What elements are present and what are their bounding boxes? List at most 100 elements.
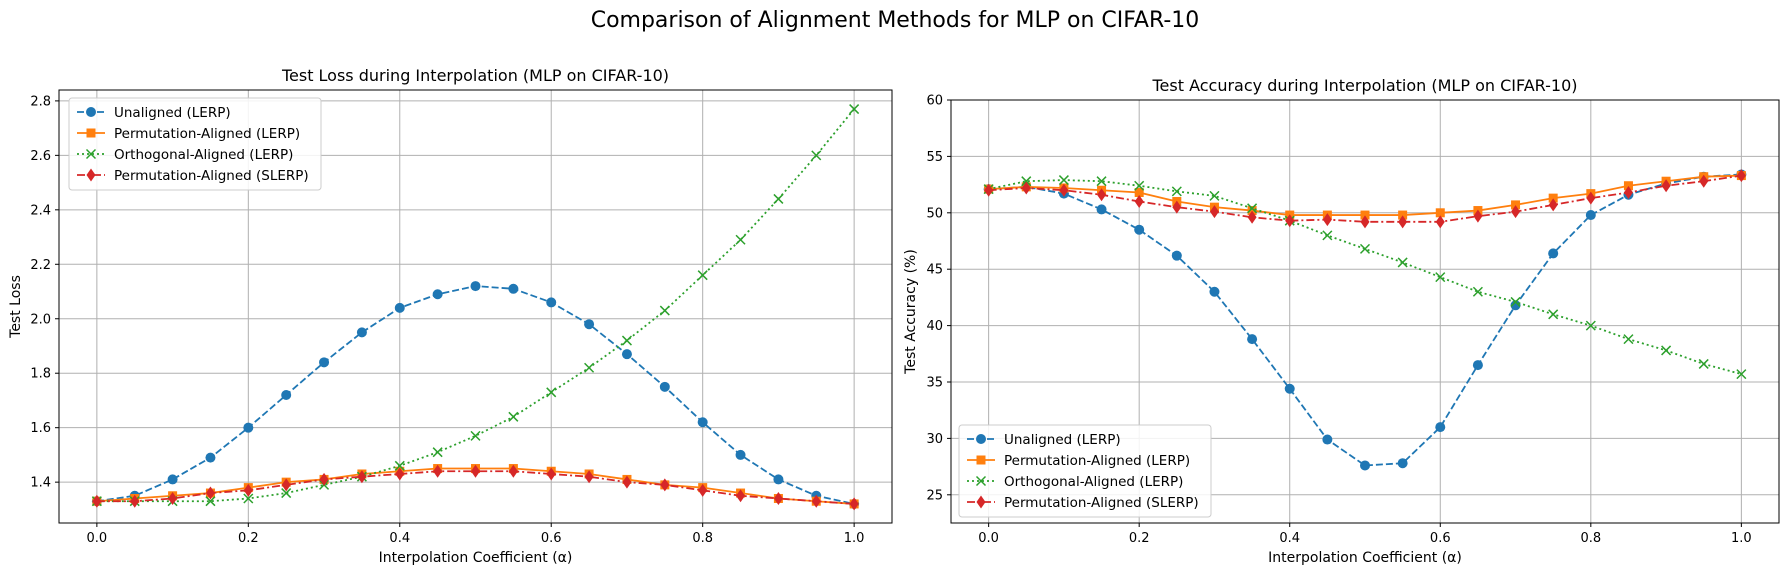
accuracy-data-point	[1097, 188, 1107, 202]
loss-x-tick-label: 0.0	[87, 531, 108, 546]
accuracy-data-point	[1209, 190, 1220, 201]
accuracy-x-tick-label: 0.6	[1430, 531, 1451, 546]
legend-item: Permutation-Aligned (SLERP)	[77, 168, 309, 184]
loss-data-point	[167, 474, 178, 485]
loss-data-point	[659, 381, 670, 392]
accuracy-data-point	[1699, 174, 1709, 188]
accuracy-data-point	[1510, 300, 1521, 311]
accuracy-data-point	[1209, 205, 1219, 219]
accuracy-data-point	[1548, 193, 1558, 203]
accuracy-data-point	[1021, 176, 1032, 187]
accuracy-data-point	[1171, 250, 1182, 261]
accuracy-data-point	[1511, 205, 1521, 219]
accuracy-data-point	[1472, 360, 1483, 371]
loss-data-point	[736, 489, 746, 503]
loss-data-point	[849, 104, 860, 115]
loss-data-point	[130, 494, 140, 508]
loss-data-point	[773, 193, 784, 204]
legend-label: Orthogonal-Aligned (LERP)	[1004, 474, 1183, 490]
loss-data-point	[546, 387, 557, 398]
loss-data-point	[470, 430, 481, 441]
accuracy-data-point	[1435, 422, 1446, 433]
loss-data-point	[697, 270, 708, 281]
loss-data-point	[281, 478, 291, 492]
loss-data-point	[811, 150, 822, 161]
accuracy-legend: Unaligned (LERP) Permutation-Aligned (LER…	[958, 424, 1212, 518]
accuracy-data-point	[1435, 215, 1445, 229]
accuracy-data-point	[1021, 181, 1031, 195]
loss-y-tick-label: 2.8	[30, 94, 51, 109]
loss-data-point	[508, 283, 519, 294]
legend-marker	[86, 168, 96, 182]
accuracy-data-point	[1247, 203, 1258, 214]
loss-data-point	[92, 494, 102, 508]
loss-series-3	[92, 464, 859, 511]
legend-label: Permutation-Aligned (SLERP)	[114, 168, 309, 184]
accuracy-y-tick-label: 40	[926, 319, 943, 334]
accuracy-data-point	[1247, 206, 1257, 216]
loss-data-point	[433, 464, 443, 478]
loss-legend: Unaligned (LERP) Permutation-Aligned (LER…	[68, 97, 322, 191]
loss-data-point	[735, 234, 746, 245]
accuracy-data-point	[1359, 243, 1371, 254]
loss-data-point	[584, 470, 594, 484]
loss-y-tick-label: 2.6	[30, 149, 51, 164]
legend-label: Permutation-Aligned (LERP)	[1004, 453, 1190, 469]
accuracy-data-point	[1736, 169, 1746, 183]
loss-y-axis-label: Test Loss	[8, 275, 24, 339]
accuracy-data-point	[1510, 296, 1521, 307]
accuracy-x-tick-label: 0.4	[1279, 531, 1300, 546]
accuracy-data-point	[1360, 460, 1370, 471]
loss-data-point	[621, 349, 632, 360]
accuracy-chart-panel: 0.0 0.2 0.4 0.6 0.8 1.0 25 30 35 40 45 50 55 60 Test A…	[903, 76, 1780, 566]
loss-data-point	[546, 297, 557, 308]
accuracy-data-point	[1284, 383, 1295, 394]
accuracy-x-axis-label: Interpolation Coefficient (α)	[1268, 550, 1462, 566]
accuracy-data-point	[1548, 309, 1559, 320]
accuracy-series-2	[983, 175, 1747, 380]
accuracy-y-tick-label: 30	[926, 432, 943, 447]
accuracy-data-point	[1585, 210, 1596, 221]
accuracy-data-point	[1397, 257, 1408, 268]
accuracy-data-point	[1171, 186, 1182, 197]
loss-data-point	[697, 417, 708, 428]
loss-y-tick-label: 2.2	[30, 258, 51, 273]
accuracy-x-tick-label: 0.0	[978, 531, 999, 546]
accuracy-y-axis-label: Test Accuracy (%)	[903, 249, 919, 375]
legend-label: Permutation-Aligned (LERP)	[114, 126, 300, 142]
loss-data-point	[546, 467, 556, 481]
accuracy-axes-frame	[950, 99, 1780, 524]
legend-marker	[976, 495, 986, 509]
accuracy-y-tick-label: 45	[926, 263, 943, 278]
accuracy-data-point	[1285, 214, 1295, 228]
legend-item: Orthogonal-Aligned (LERP)	[967, 474, 1183, 490]
accuracy-data-point	[1585, 320, 1596, 331]
loss-data-point	[811, 494, 821, 508]
loss-x-tick-label: 0.6	[541, 531, 562, 546]
accuracy-data-point	[1360, 215, 1370, 229]
loss-data-point	[660, 478, 670, 492]
loss-x-tick-label: 0.8	[692, 531, 713, 546]
accuracy-data-point	[1134, 224, 1145, 235]
accuracy-data-point	[1435, 272, 1446, 283]
loss-data-point	[356, 327, 367, 338]
loss-series-line	[96, 108, 855, 503]
accuracy-data-point	[1586, 191, 1596, 205]
loss-data-point	[508, 411, 519, 422]
accuracy-chart-title: Test Accuracy during Interpolation (MLP …	[1151, 76, 1577, 95]
loss-data-point	[471, 464, 480, 478]
accuracy-data-point	[1247, 210, 1257, 224]
loss-data-point	[243, 493, 254, 504]
loss-data-point	[243, 483, 253, 497]
loss-data-point	[394, 460, 405, 471]
legend-item: Orthogonal-Aligned (LERP)	[77, 147, 293, 163]
loss-data-point	[432, 447, 443, 458]
loss-data-point	[281, 488, 292, 499]
accuracy-data-point	[1247, 334, 1258, 345]
accuracy-data-point	[1398, 210, 1408, 220]
loss-data-point	[621, 335, 632, 346]
loss-data-point	[849, 497, 859, 511]
loss-data-point	[584, 362, 595, 373]
loss-y-tick-label: 2.0	[30, 312, 51, 327]
